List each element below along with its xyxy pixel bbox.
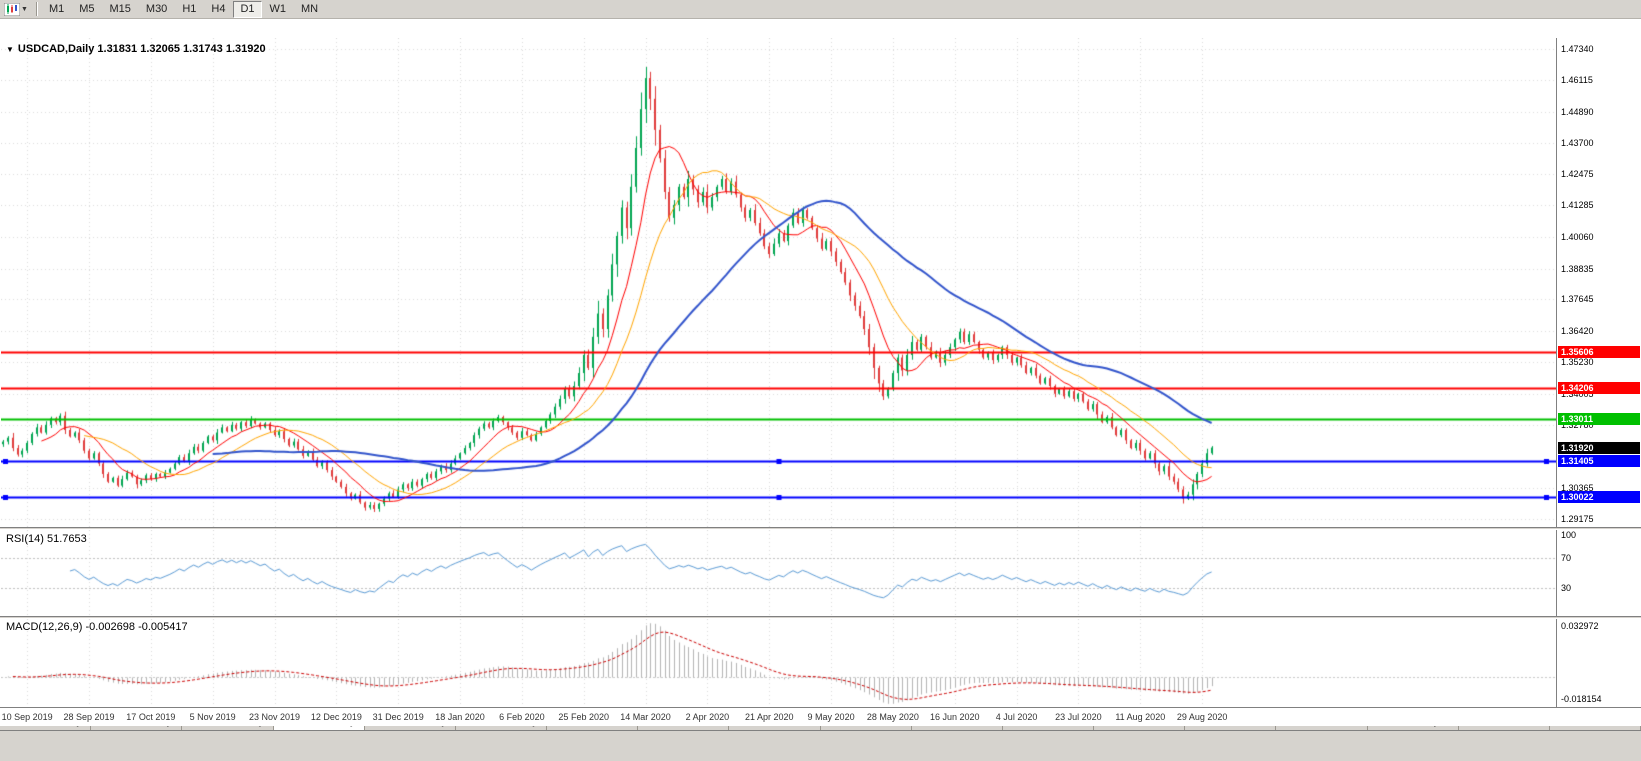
date-tick-label: 31 Dec 2019 <box>372 712 424 722</box>
date-tick-label: 6 Feb 2020 <box>499 712 545 722</box>
date-tick-label: 23 Nov 2019 <box>248 712 301 722</box>
price-tick-label: 1.47340 <box>1561 43 1594 54</box>
macd-indicator-chart[interactable] <box>1 619 1556 706</box>
date-tick-label: 9 May 2020 <box>807 712 855 722</box>
rsi-tick-label: 100 <box>1561 530 1577 541</box>
price-tick-label: 1.40060 <box>1561 231 1594 242</box>
rsi-indicator-label: RSI(14) 51.7653 <box>6 533 87 545</box>
resistance-price-tag: 1.34206 <box>1558 382 1640 395</box>
price-tick-label: 1.38835 <box>1561 263 1594 274</box>
date-tick-label: 21 Apr 2020 <box>744 712 794 722</box>
date-tick-label: 5 Nov 2019 <box>189 712 236 722</box>
date-tick-label: 18 Jan 2020 <box>435 712 485 722</box>
timeframe-button-D1[interactable]: D1 <box>233 0 262 18</box>
price-tick-label: 1.30365 <box>1561 482 1594 493</box>
timeframe-button-H4[interactable]: H4 <box>211 2 226 15</box>
support-price-tag: 1.30022 <box>1558 490 1640 503</box>
price-axis[interactable]: 1.35606 1.34206 1.33011 1.31920 1.31405 … <box>1556 38 1641 707</box>
date-tick-label: 23 Jul 2020 <box>1055 712 1102 722</box>
date-tick-label: 14 Mar 2020 <box>620 712 671 722</box>
timeframe-button-M30[interactable]: M30 <box>145 2 168 15</box>
timeframe-button-M15[interactable]: M15 <box>109 2 131 15</box>
date-tick-label: 12 Dec 2019 <box>310 712 362 722</box>
date-tick-label: 17 Oct 2019 <box>126 712 176 722</box>
timeframe-button-MN[interactable]: MN <box>301 2 319 15</box>
toolbar: ▼ M1 M5 M15 M30 H1 H4 D1 W1 MN <box>0 0 1641 19</box>
rsi-tick-label: 70 <box>1561 552 1572 563</box>
date-tick-label: 16 Jun 2020 <box>929 712 980 722</box>
timeframe-button-M5[interactable]: M5 <box>79 2 95 15</box>
price-tick-label: 1.35230 <box>1561 356 1594 367</box>
timeframe-button-H1[interactable]: H1 <box>182 2 197 15</box>
chart-type-dropdown-icon[interactable]: ▼ <box>21 5 28 13</box>
date-axis[interactable]: 10 Sep 2019 28 Sep 2019 17 Oct 2019 5 Nov 2… <box>0 707 1641 726</box>
panel-divider[interactable] <box>0 616 1641 619</box>
date-tick-label: 10 Sep 2019 <box>1 712 53 722</box>
date-tick-label: 28 May 2020 <box>866 712 919 722</box>
macd-indicator-label: MACD(12,26,9) -0.002698 -0.005417 <box>6 621 188 633</box>
price-tick-label: 1.36420 <box>1561 326 1594 337</box>
candlestick-chart-icon[interactable] <box>4 2 20 16</box>
resistance-price-tag: 1.35606 <box>1558 346 1640 359</box>
rsi-tick-label: 30 <box>1561 583 1572 594</box>
timeframe-button-M1[interactable]: M1 <box>48 2 65 15</box>
macd-tick-label: -0.018154 <box>1561 694 1602 704</box>
main-price-chart[interactable] <box>1 38 1556 527</box>
date-tick-label: 4 Jul 2020 <box>995 712 1038 722</box>
price-tick-label: 1.44890 <box>1561 106 1594 117</box>
chart-ohlc-values: 1.31831 1.32065 1.31743 1.31920 <box>97 43 266 55</box>
chart-window: ▼ USDCAD,Daily 1.31831 1.32065 1.31743 1.… <box>0 19 1641 726</box>
timeframe-buttons: M1 M5 M15 M30 H1 H4 D1 W1 MN <box>42 0 326 18</box>
rsi-indicator-chart[interactable] <box>1 530 1556 616</box>
panel-divider[interactable] <box>0 527 1641 530</box>
date-tick-label: 11 Aug 2020 <box>1115 712 1166 722</box>
date-tick-label: 29 Aug 2020 <box>1176 712 1228 722</box>
macd-tick-label: 0.032972 <box>1561 621 1599 631</box>
date-tick-label: 25 Feb 2020 <box>558 712 609 722</box>
support-price-tag: 1.31405 <box>1558 454 1640 467</box>
chart-symbol-period: USDCAD,Daily <box>17 43 95 55</box>
price-tick-label: 1.46115 <box>1561 75 1593 86</box>
price-tick-label: 1.42475 <box>1561 169 1594 180</box>
date-tick-label: 2 Apr 2020 <box>685 712 730 722</box>
support-price-tag: 1.33011 <box>1558 413 1640 426</box>
chart-title: ▼ USDCAD,Daily 1.31831 1.32065 1.31743 1.… <box>6 43 266 55</box>
price-tick-label: 1.37645 <box>1561 294 1594 305</box>
price-tick-label: 1.43700 <box>1561 137 1594 148</box>
price-tick-label: 1.41285 <box>1561 200 1594 211</box>
current-price-tag: 1.31920 <box>1558 441 1640 454</box>
status-bar <box>0 731 1641 761</box>
timeframe-button-W1[interactable]: W1 <box>269 2 287 15</box>
price-tick-label: 1.29175 <box>1561 513 1594 524</box>
date-tick-label: 28 Sep 2019 <box>63 712 115 722</box>
chart-dropdown-icon[interactable]: ▼ <box>6 45 14 54</box>
toolbar-separator <box>35 2 37 16</box>
